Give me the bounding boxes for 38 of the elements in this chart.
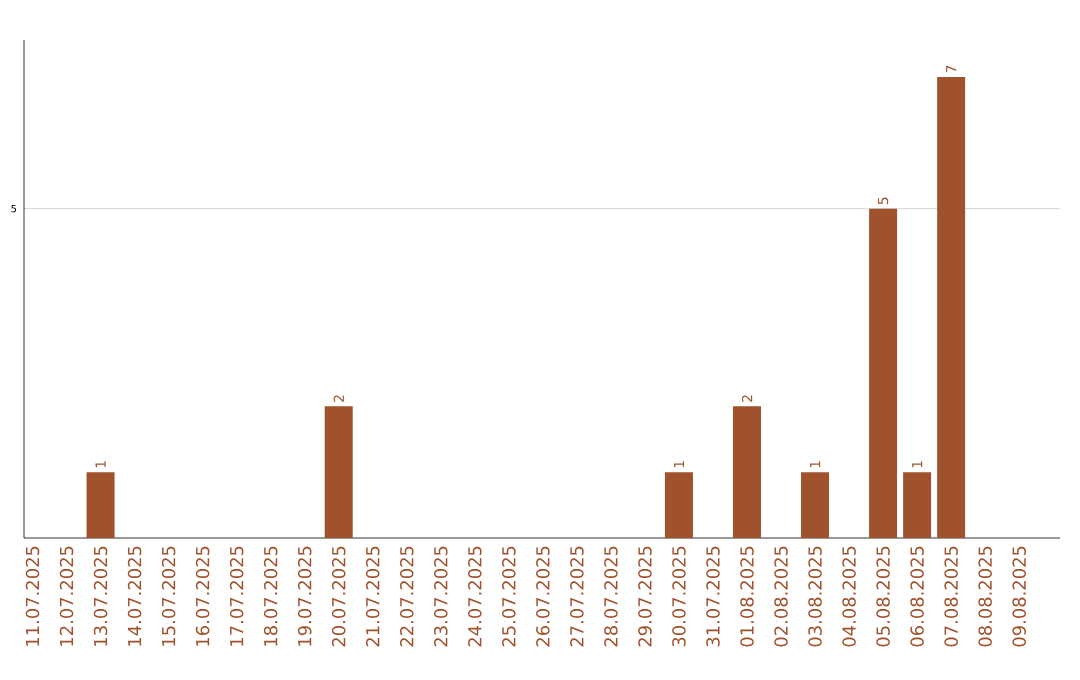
- x-tick-label: 11.07.2025: [25, 546, 40, 646]
- x-tick-label: 26.07.2025: [536, 546, 550, 647]
- x-tick-label: 01.08.2025: [740, 546, 754, 647]
- x-tick-label: 22.07.2025: [399, 546, 414, 647]
- x-tick-label: 07.08.2025: [944, 546, 958, 647]
- x-tick-label: 19.07.2025: [297, 546, 312, 646]
- x-tick-label: 14.07.2025: [127, 546, 142, 646]
- x-tick-label: 25.07.2025: [502, 546, 516, 647]
- x-tick-label: 27.07.2025: [570, 546, 584, 647]
- x-tick-label: 18.07.2025: [263, 546, 278, 646]
- x-tick-label: 02.08.2025: [774, 546, 788, 647]
- x-tick-label: 09.08.2025: [1012, 546, 1026, 647]
- x-tick-label: 03.08.2025: [808, 546, 822, 647]
- x-tick-label: 21.07.2025: [365, 546, 380, 647]
- bar: [664, 472, 693, 538]
- x-tick-label: 16.07.2025: [195, 546, 210, 646]
- bar: [903, 472, 932, 538]
- x-tick-label: 17.07.2025: [229, 546, 244, 646]
- x-tick-label: 05.08.2025: [876, 546, 890, 647]
- x-tick-label: 23.07.2025: [434, 546, 448, 647]
- bar: [324, 406, 353, 538]
- bar: [86, 472, 115, 538]
- x-tick-label: 06.08.2025: [910, 546, 924, 647]
- bar: [869, 208, 898, 538]
- x-tick-label: 12.07.2025: [59, 546, 74, 646]
- x-tick-label: 20.07.2025: [331, 546, 346, 647]
- x-tick-label: 08.08.2025: [978, 546, 992, 647]
- bar: [732, 406, 761, 538]
- x-tick-label: 04.08.2025: [842, 546, 856, 647]
- bar: [937, 76, 966, 538]
- bar: [801, 472, 830, 538]
- x-tick-label: 24.07.2025: [468, 546, 482, 647]
- x-tick-label: 29.07.2025: [638, 546, 652, 647]
- x-tick-label: 13.07.2025: [93, 546, 108, 646]
- x-tick-label: 30.07.2025: [672, 546, 686, 647]
- x-tick-label: 31.07.2025: [706, 546, 720, 647]
- x-tick-label: 28.07.2025: [604, 546, 618, 647]
- x-tick-label: 15.07.2025: [161, 546, 176, 646]
